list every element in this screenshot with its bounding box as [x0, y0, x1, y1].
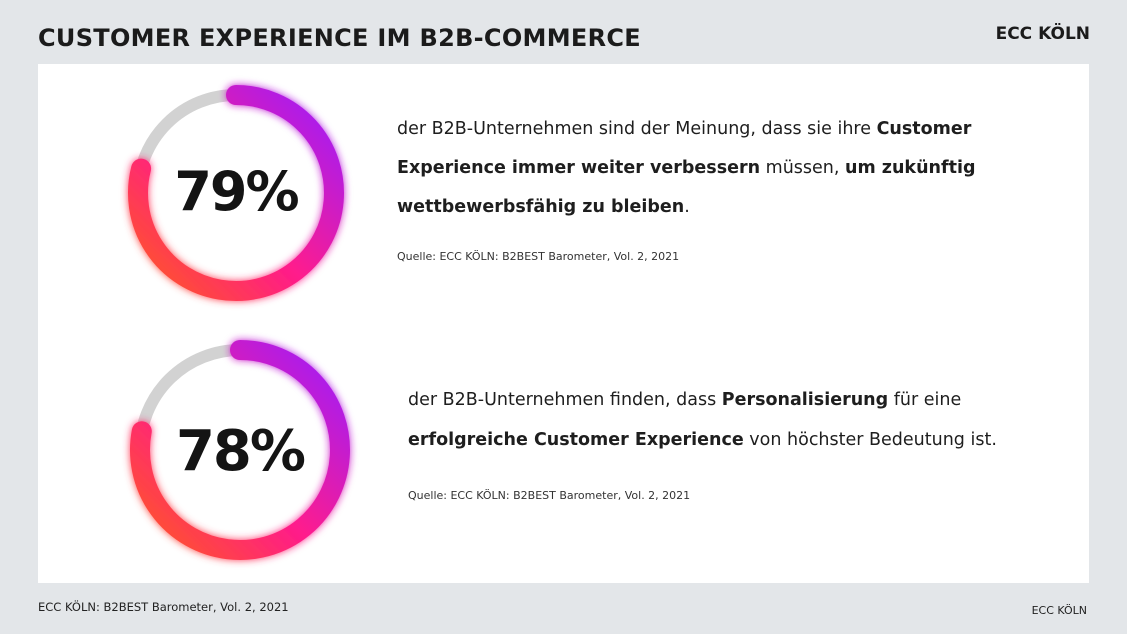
- percentage-label: 78%: [175, 419, 306, 484]
- desc-text: von höchster Bedeutung ist.: [743, 430, 997, 450]
- desc-text: der B2B-Unternehmen sind der Meinung, da…: [397, 119, 877, 139]
- desc-emphasis: Personalisierung: [721, 390, 889, 410]
- brand-logo: ECC KÖLN: [995, 24, 1090, 44]
- desc-text: der B2B-Unternehmen finden, dass: [408, 390, 722, 410]
- desc-emphasis: Experience immer weiter verbessern: [397, 158, 761, 178]
- stat-description: der B2B-Unternehmen sind der Meinung, da…: [397, 110, 976, 227]
- desc-emphasis: Customer: [876, 119, 972, 139]
- donut-chart-78: [130, 340, 350, 560]
- footer-source: ECC KÖLN: B2BEST Barometer, Vol. 2, 2021: [38, 600, 289, 614]
- donut-arc: [130, 340, 350, 560]
- stat-description: der B2B-Unternehmen finden, dass Persona…: [408, 380, 997, 460]
- page-title: CUSTOMER EXPERIENCE IM B2B-COMMERCE: [38, 24, 641, 52]
- desc-text: müssen,: [760, 158, 845, 178]
- donut-arc: [128, 85, 344, 301]
- content-card: 79% der B2B-Unternehmen sind der Meinung…: [38, 64, 1089, 583]
- stat-source: Quelle: ECC KÖLN: B2BEST Barometer, Vol.…: [408, 489, 691, 502]
- footer-brand: ECC KÖLN: [1031, 604, 1087, 617]
- stat-source: Quelle: ECC KÖLN: B2BEST Barometer, Vol.…: [397, 250, 680, 263]
- percentage-label: 79%: [174, 160, 299, 223]
- desc-emphasis: erfolgreiche Customer Experience: [408, 430, 744, 450]
- desc-emphasis: um zukünftig: [845, 158, 976, 178]
- desc-emphasis: wettbewerbsfähig zu bleiben: [397, 197, 685, 217]
- desc-text: für eine: [888, 390, 962, 410]
- donut-chart-79: [128, 85, 344, 301]
- desc-text: .: [684, 197, 690, 217]
